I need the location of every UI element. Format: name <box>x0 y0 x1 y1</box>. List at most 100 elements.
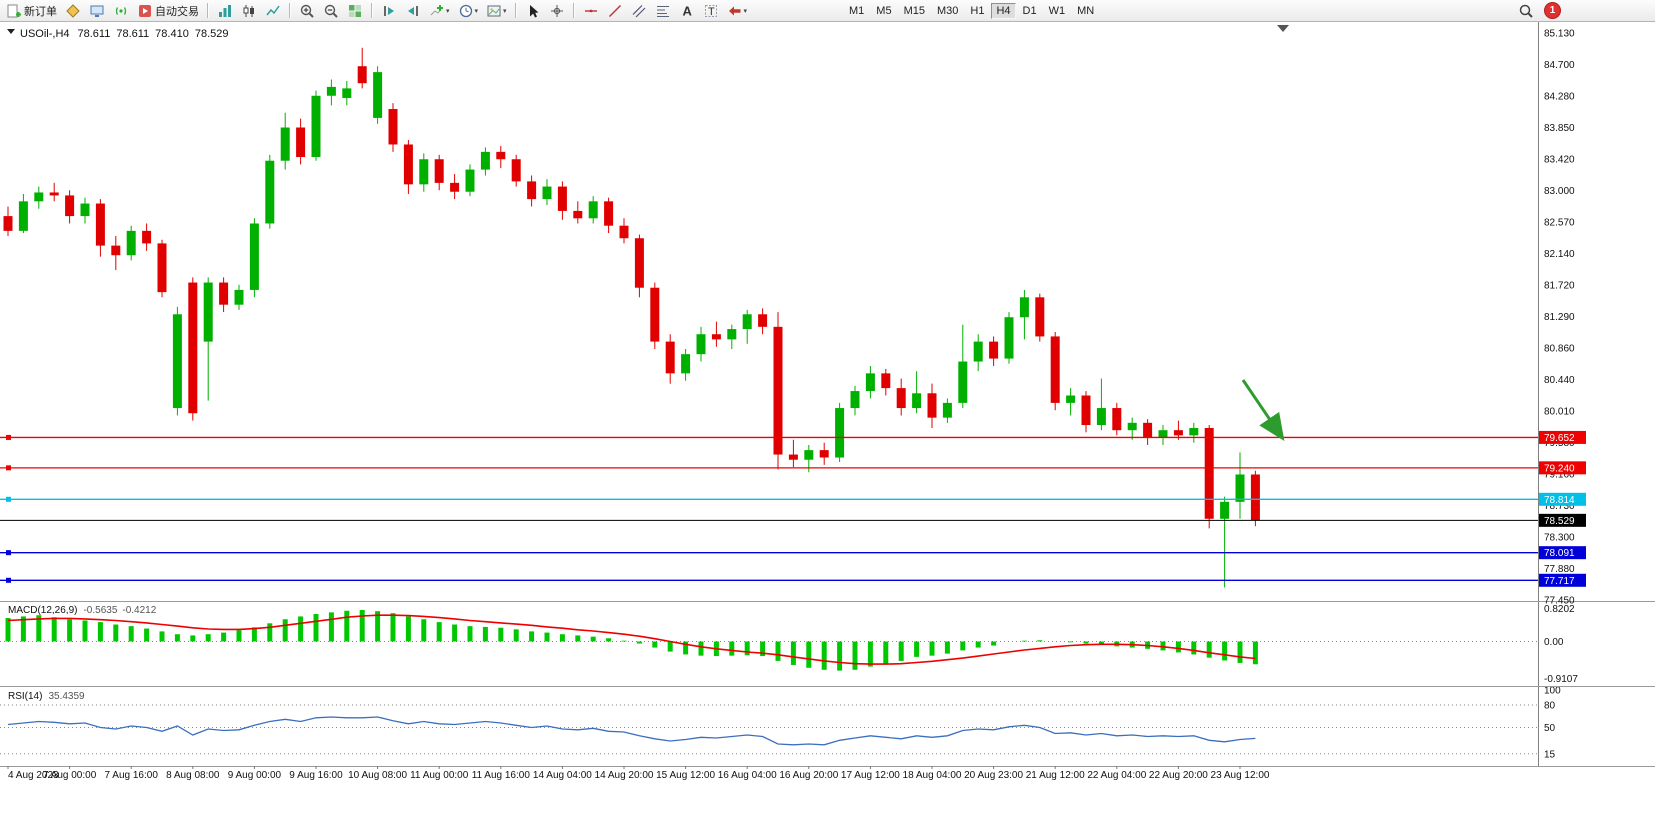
price-tick: 82.140 <box>1544 249 1575 260</box>
fibonacci-button[interactable] <box>651 1 675 20</box>
timeframe-m1-button[interactable]: M1 <box>844 3 869 19</box>
candle-body <box>973 341 983 362</box>
new-order-button[interactable]: 新订单 <box>2 1 61 20</box>
timeframe-mn-button[interactable]: MN <box>1072 3 1099 19</box>
candle-body <box>942 402 952 418</box>
timeframe-m5-button[interactable]: M5 <box>871 3 896 19</box>
candle-body <box>188 282 198 414</box>
templates-button[interactable]: ▾ <box>482 1 511 20</box>
time-label: 9 Aug 00:00 <box>228 770 282 781</box>
rsi-axis-tick: 15 <box>1544 749 1556 760</box>
candle-body <box>496 151 506 160</box>
timeframe-group: M1 M5 M15 M30 H1 H4 D1 W1 MN <box>843 0 1100 21</box>
line-handle[interactable] <box>6 434 11 440</box>
price-tick: 81.290 <box>1544 312 1575 323</box>
time-label: 22 Aug 20:00 <box>1149 770 1208 781</box>
text-button[interactable]: A <box>675 1 699 20</box>
chart-shift-marker-icon[interactable] <box>1277 25 1289 32</box>
symbol-marker-icon <box>7 29 15 34</box>
text-label-button[interactable]: T <box>699 1 723 20</box>
time-label: 15 Aug 12:00 <box>656 770 715 781</box>
indicators-button[interactable]: ▾ <box>425 1 454 20</box>
bar-chart-button[interactable] <box>213 1 237 20</box>
candle-body <box>249 223 259 290</box>
rsi-line <box>7 716 1256 746</box>
chart-shift-button[interactable] <box>401 1 425 20</box>
candle-body <box>711 334 721 340</box>
timeframe-h1-button[interactable]: H1 <box>965 3 989 19</box>
candle-body <box>403 144 413 185</box>
candle-body <box>634 238 644 288</box>
arrow-annotation[interactable] <box>1241 379 1285 441</box>
candle-body <box>388 109 398 145</box>
price-tick: 83.420 <box>1544 155 1575 166</box>
candle-body <box>557 186 567 211</box>
market-watch-icon <box>89 3 105 19</box>
search-button[interactable] <box>1514 1 1538 20</box>
chart-title-close: 78.529 <box>195 28 229 40</box>
candle-body <box>1066 395 1076 403</box>
arrows-button[interactable]: ▾ <box>723 1 752 20</box>
time-label: 11 Aug 16:00 <box>472 770 531 781</box>
time-label: 20 Aug 23:00 <box>964 770 1023 781</box>
signals-button[interactable] <box>109 1 133 20</box>
candle-body <box>588 201 598 219</box>
horizontal-line-button[interactable] <box>579 1 603 20</box>
price-tick: 77.450 <box>1544 596 1575 607</box>
candle-body <box>265 160 275 224</box>
notification-badge[interactable]: 1 <box>1544 2 1561 19</box>
candle-body <box>511 159 521 182</box>
market-watch-button[interactable] <box>85 1 109 20</box>
timeframe-m15-button[interactable]: M15 <box>899 3 930 19</box>
candle-body <box>1158 430 1168 438</box>
periods-icon <box>458 3 474 19</box>
candle-body <box>126 230 136 256</box>
channel-button[interactable] <box>627 1 651 20</box>
timeframe-d1-button[interactable]: D1 <box>1018 3 1042 19</box>
price-tick: 84.700 <box>1544 60 1575 71</box>
time-label: 16 Aug 04:00 <box>718 770 777 781</box>
timeframe-h4-button[interactable]: H4 <box>991 2 1016 19</box>
auto-scroll-button[interactable] <box>377 1 401 20</box>
candle-body <box>1235 474 1245 502</box>
svg-text:A: A <box>682 3 692 18</box>
timeframe-w1-button[interactable]: W1 <box>1044 3 1071 19</box>
candlestick-chart-button[interactable] <box>237 1 261 20</box>
zoom-out-button[interactable] <box>319 1 343 20</box>
time-label: 18 Aug 04:00 <box>903 770 962 781</box>
candles-layer <box>3 47 1260 588</box>
toolbar-separator <box>371 3 373 18</box>
tile-windows-button[interactable] <box>343 1 367 20</box>
time-label: 16 Aug 20:00 <box>779 770 838 781</box>
price-tick: 82.570 <box>1544 218 1575 229</box>
chart-title: USOil-,H4 78.611 78.611 78.410 78.529 <box>20 28 228 40</box>
crosshair-button[interactable] <box>545 1 569 20</box>
line-handle[interactable] <box>6 577 11 583</box>
chart-background[interactable] <box>0 21 1655 832</box>
dropdown-caret-icon: ▾ <box>446 7 450 15</box>
candle-body <box>742 314 752 330</box>
zoom-in-button[interactable] <box>295 1 319 20</box>
line-handle[interactable] <box>6 550 11 556</box>
metaeditor-button[interactable] <box>61 1 85 20</box>
candle-body <box>773 326 783 455</box>
cursor-button[interactable] <box>521 1 545 20</box>
indicators-icon <box>429 3 445 19</box>
trendline-button[interactable] <box>603 1 627 20</box>
line-handle[interactable] <box>6 496 11 502</box>
autotrading-button[interactable]: 自动交易 <box>133 1 203 20</box>
line-chart-button[interactable] <box>261 1 285 20</box>
candle-body <box>342 88 352 98</box>
timeframe-m30-button[interactable]: M30 <box>932 3 963 19</box>
templates-icon <box>486 3 502 19</box>
candle-body <box>311 95 321 158</box>
candle-body <box>1204 427 1214 519</box>
price-tick: 78.730 <box>1544 501 1575 512</box>
price-axis[interactable]: 85.130 84.700 84.280 83.850 83.420 83.000 82.5… <box>0 22 1655 767</box>
price-label-text: 78.091 <box>1544 548 1575 559</box>
periods-button[interactable]: ▾ <box>454 1 483 20</box>
line-handle[interactable] <box>6 465 11 471</box>
candle-body <box>357 66 367 84</box>
